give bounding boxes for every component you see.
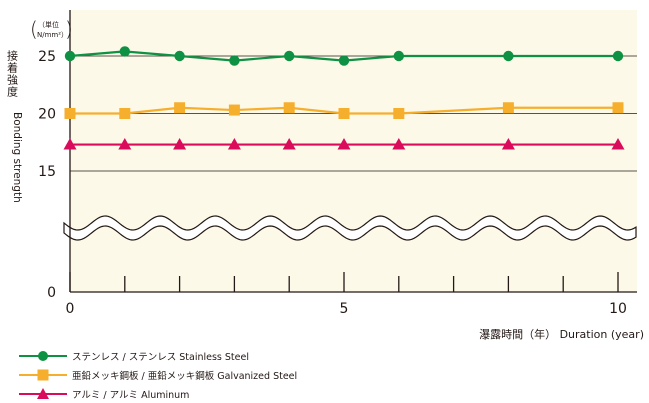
marker-s2-x1 — [118, 138, 132, 150]
legend: ステンレス / ステンレス Stainless Steel 亜鉛メッキ鋼板 / … — [18, 346, 297, 403]
y-axis-label-en: Bonding strength — [11, 112, 23, 203]
unit-label-line1: （単位 — [38, 20, 59, 29]
unit-paren-open: ( — [30, 17, 38, 41]
marker-s1-x4 — [283, 102, 295, 114]
marker-s1-x2 — [174, 102, 186, 114]
marker-s1-x8 — [502, 102, 514, 114]
marker-s0-x1 — [119, 46, 130, 57]
y-tick-label-15: 15 — [38, 164, 56, 180]
marker-s0-x4 — [284, 50, 295, 62]
legend-item-galvanized: 亜鉛メッキ鋼板 / 亜鉛メッキ鋼板 Galvanized Steel — [18, 365, 297, 384]
x-axis-label: 瀑露時間（年） Duration (year) — [479, 327, 644, 341]
plot-background — [70, 10, 637, 292]
marker-s0-x8 — [503, 50, 514, 62]
marker-s2-x3 — [227, 138, 241, 150]
marker-s1-x1 — [119, 108, 131, 119]
axis-break-wave — [63, 215, 637, 241]
legend-swatch-galvanized — [19, 369, 67, 380]
legend-label-aluminum: アルミ / アルミ Aluminum — [72, 389, 190, 401]
series-group — [63, 46, 625, 150]
x-tick-label-0: 0 — [66, 301, 75, 317]
legend-item-aluminum: アルミ / アルミ Aluminum — [18, 384, 297, 403]
legend-label-stainless: ステンレス / ステンレス Stainless Steel — [72, 351, 249, 363]
marker-s2-x5 — [337, 138, 351, 150]
marker-s0-x6 — [393, 50, 404, 62]
marker-s1-x5 — [338, 108, 350, 119]
marker-s0-x2 — [174, 50, 185, 62]
y-tick-label-20: 20 — [38, 107, 56, 123]
y-axis-label-jp: 接着強度 — [6, 50, 19, 98]
marker-s0-x0 — [64, 50, 76, 62]
marker-s0-x10 — [612, 50, 624, 62]
x-tick-label-5: 5 — [340, 301, 349, 317]
marker-s2-x0 — [63, 138, 77, 150]
x-tick-label-10: 10 — [609, 301, 627, 317]
marker-s1-x0 — [64, 108, 76, 119]
marker-s1-x6 — [393, 108, 405, 119]
tick-labels: 0 5 10 0 15 20 25 — [38, 49, 627, 317]
marker-s2-x4 — [282, 138, 296, 150]
legend-swatch-stainless — [19, 350, 67, 361]
marker-s2-x2 — [173, 138, 187, 150]
y-tick-label-0: 0 — [47, 285, 56, 301]
marker-s2-x6 — [392, 138, 406, 150]
unit-label-line2: N/mm²） — [37, 31, 68, 39]
marker-s0-x3 — [229, 55, 240, 66]
x-ticks — [69, 272, 619, 292]
chart: 0 5 10 0 15 20 25 ( （単位 N/mm²） ) 接着強度 Bonding … — [6, 10, 644, 341]
marker-s2-x8 — [501, 138, 515, 150]
legend-item-stainless: ステンレス / ステンレス Stainless Steel — [18, 346, 297, 365]
y-tick-label-25: 25 — [38, 49, 56, 65]
legend-label-galvanized: 亜鉛メッキ鋼板 / 亜鉛メッキ鋼板 Galvanized Steel — [72, 370, 298, 382]
marker-s0-x5 — [338, 55, 350, 66]
marker-s1-x3 — [228, 104, 240, 116]
unit-paren-close: ) — [65, 17, 73, 41]
marker-s2-x10 — [611, 138, 625, 150]
legend-swatch-aluminum — [19, 387, 67, 399]
marker-s1-x10 — [612, 102, 624, 114]
